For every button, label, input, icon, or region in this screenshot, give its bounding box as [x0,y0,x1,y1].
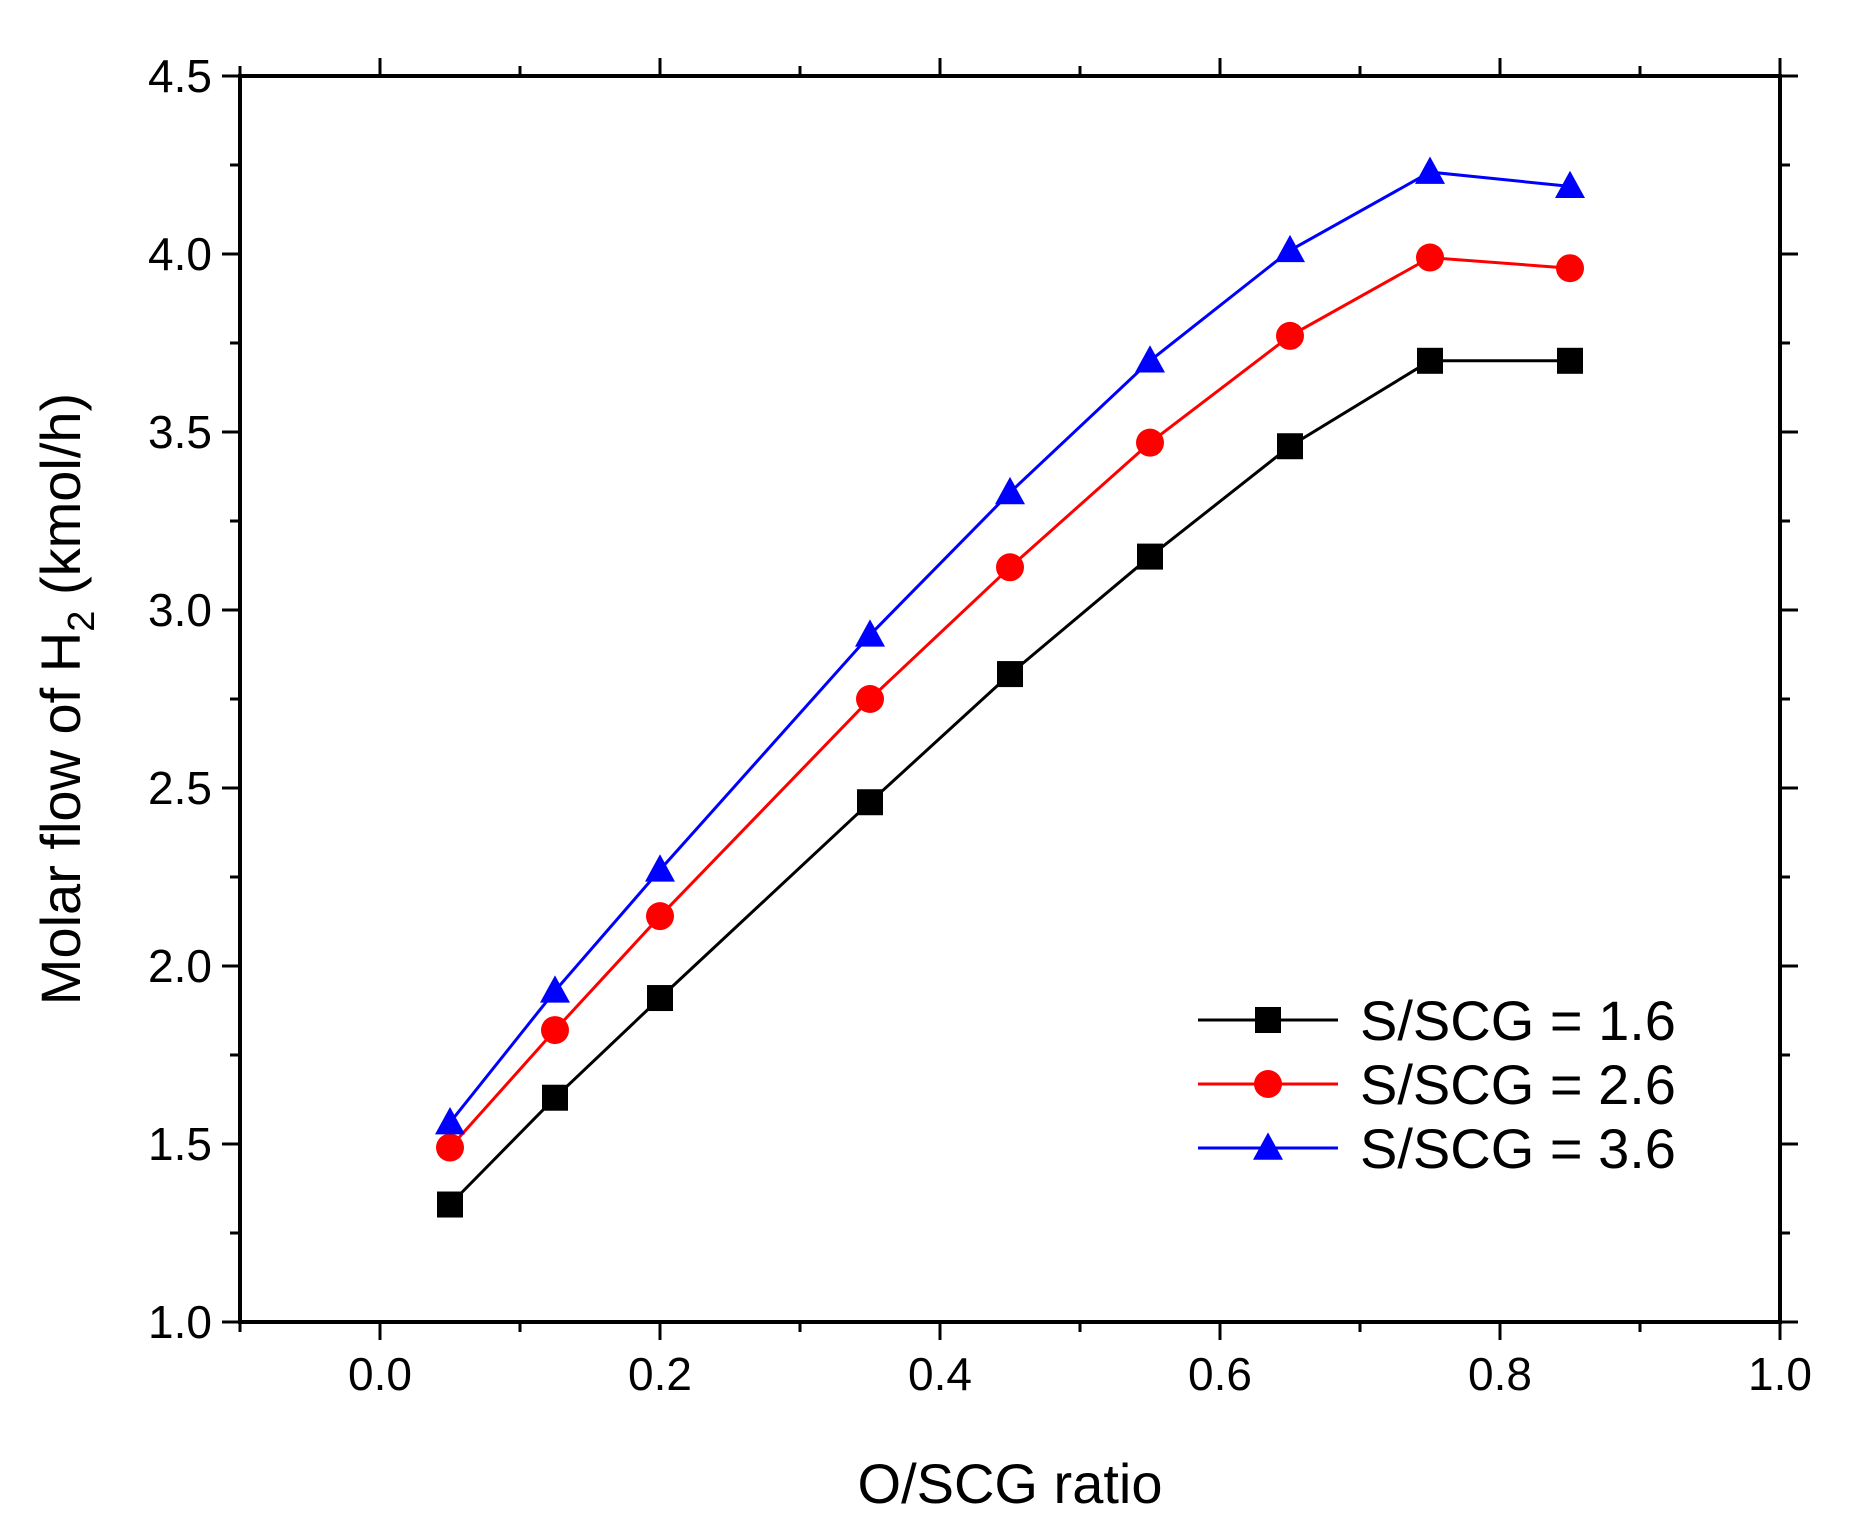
data-point-square [1417,347,1443,374]
axis-tick-labels: 0.0 0.2 0.4 0.6 0.8 1.0 1.0 1.5 2.0 2.5 3.0 3.5 4.0 4… [148,50,1812,1400]
series-1 [437,347,1583,1218]
data-point-circle [996,553,1024,582]
y-tick-label: 4.5 [148,50,212,102]
legend-label: S/SCG = 1.6 [1360,989,1676,1052]
series-layer [435,156,1585,1218]
series-2 [436,243,1584,1162]
series-3 [435,156,1585,1135]
legend-marker-square [1255,1007,1281,1033]
y-tick-label: 3.0 [148,584,212,636]
data-point-square [997,661,1023,688]
data-point-square [437,1191,463,1218]
legend-entry: S/SCG = 3.6 [1198,1117,1676,1180]
legend-entry: S/SCG = 1.6 [1198,989,1676,1052]
y-tick-label: 3.5 [148,406,212,458]
legend-label: S/SCG = 2.6 [1360,1053,1676,1116]
x-tick-label: 1.0 [1748,1348,1812,1400]
x-tick-label: 0.0 [348,1348,412,1400]
data-point-circle [856,685,884,713]
data-point-square [1557,347,1583,374]
data-point-circle [436,1133,464,1162]
data-point-triangle [1275,234,1305,263]
data-point-circle [646,902,674,931]
y-tick-label: 2.5 [148,762,212,814]
data-point-circle [1136,428,1164,457]
legend: S/SCG = 1.6S/SCG = 2.6S/SCG = 3.6 [1198,989,1676,1180]
data-point-circle [541,1016,569,1045]
data-point-triangle [645,854,675,882]
axis-ticks [222,58,1798,1340]
x-axis-title: O/SCG ratio [858,1452,1163,1515]
x-tick-label: 0.4 [908,1348,972,1400]
data-point-square [857,789,883,816]
data-point-square [1137,543,1163,570]
y-axis-title-suffix: (kmol/h) [29,393,92,611]
legend-label: S/SCG = 3.6 [1360,1117,1676,1180]
data-point-square [1277,433,1303,460]
data-point-triangle [1555,170,1585,199]
y-axis-title-subscript: 2 [61,611,103,632]
series-line [448,170,1571,1124]
y-tick-label: 4.0 [148,228,212,280]
data-point-square [542,1084,568,1111]
legend-marker-triangle [1253,1132,1283,1160]
x-tick-label: 0.6 [1188,1348,1252,1400]
y-tick-label: 2.0 [148,940,212,992]
data-point-triangle [855,619,885,647]
data-point-circle [1416,243,1444,272]
data-point-triangle [1415,156,1445,184]
x-tick-label: 0.8 [1468,1348,1532,1400]
y-tick-label: 1.0 [148,1296,212,1348]
y-axis-title-prefix: Molar flow of H [29,632,92,1005]
data-point-square [647,985,673,1012]
y-tick-label: 1.5 [148,1118,212,1170]
x-tick-label: 0.2 [628,1348,692,1400]
data-point-triangle [540,975,570,1003]
legend-marker-circle [1254,1070,1282,1098]
data-point-circle [1556,254,1584,283]
y-axis-title: Molar flow of H2 (kmol/h) [29,393,103,1005]
data-point-circle [1276,321,1304,350]
data-point-triangle [995,476,1025,505]
data-point-triangle [435,1107,465,1135]
data-point-triangle [1135,345,1165,373]
legend-entry: S/SCG = 2.6 [1198,1053,1676,1116]
